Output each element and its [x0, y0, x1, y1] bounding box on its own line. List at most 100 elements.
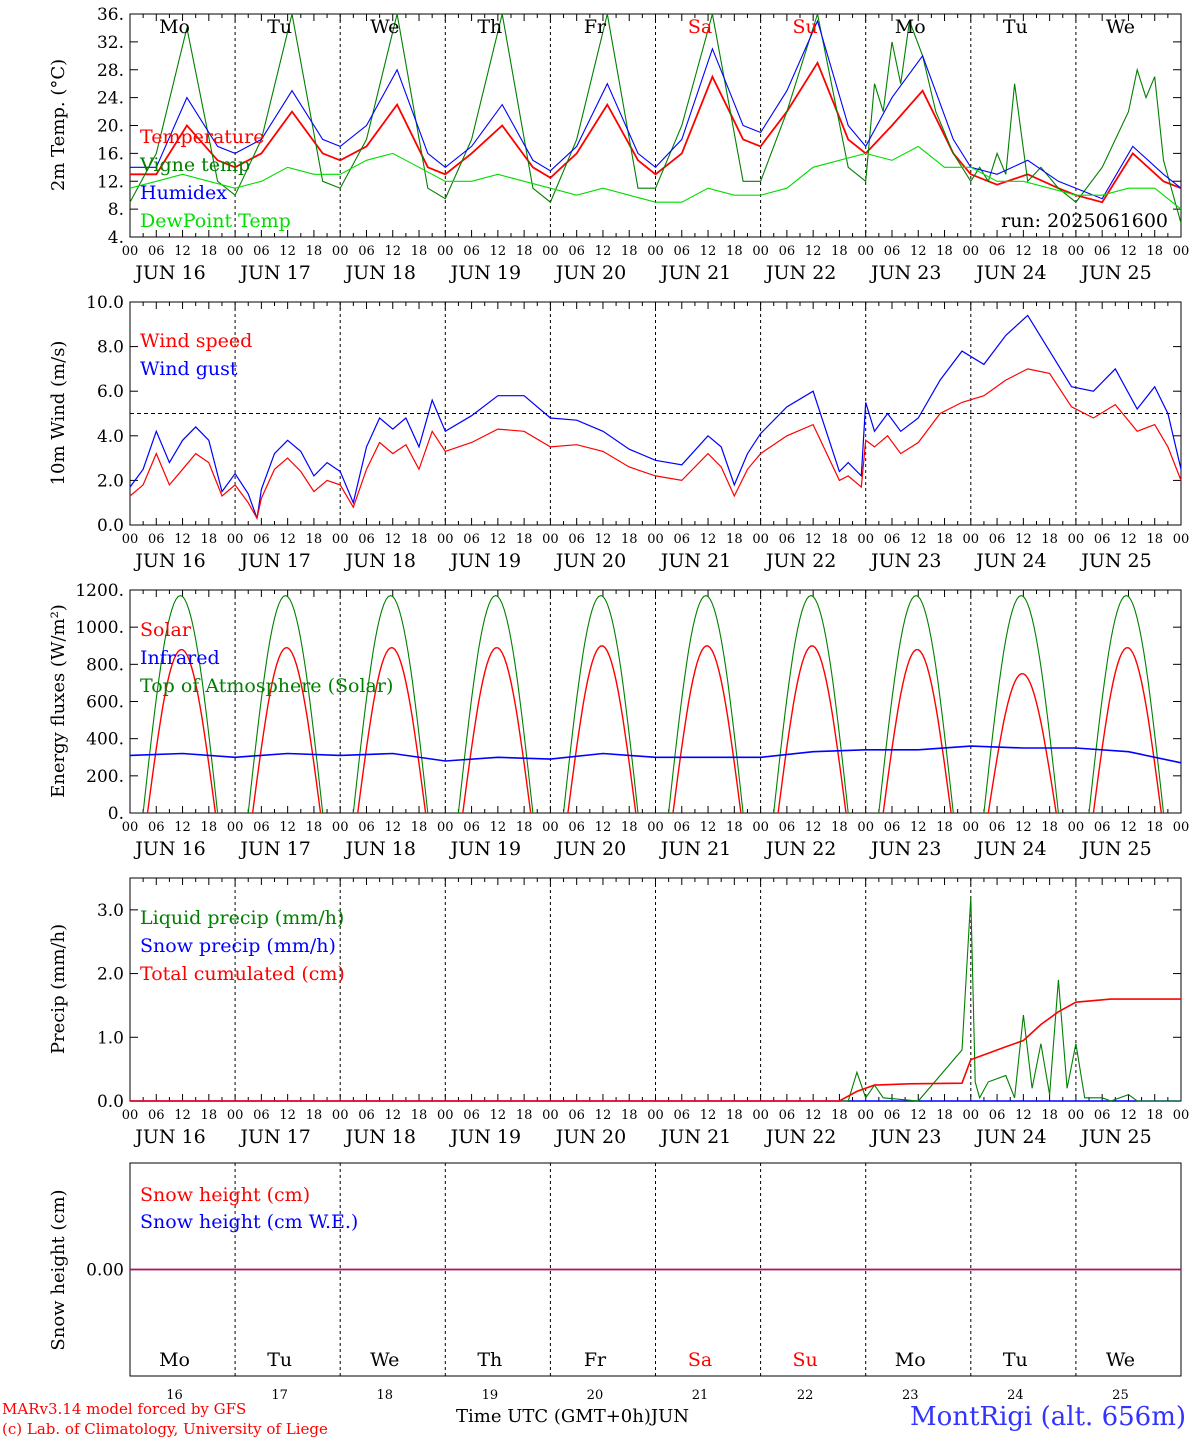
temp-weekday-label: Fr	[584, 16, 607, 38]
energy-date-label: JUN 25	[1079, 838, 1151, 860]
temp-series-line	[129, 145, 1182, 210]
precip-ytick-label: 0.0	[97, 1092, 124, 1112]
wind-hour-label: 00	[227, 532, 244, 547]
temp-hour-label: 00	[122, 244, 139, 259]
wind-hour-label: 12	[174, 532, 191, 547]
precip-hour-label: 12	[384, 1108, 401, 1123]
x-axis-title-text: Time UTC (GMT+0h)	[456, 1406, 651, 1427]
wind-hour-label: 12	[490, 532, 507, 547]
temp-hour-label: 06	[1094, 244, 1111, 259]
temp-hour-label: 06	[674, 244, 691, 259]
energy-hour-label: 12	[1120, 820, 1137, 835]
precip-hour-label: 12	[700, 1108, 717, 1123]
energy-hour-label: 12	[595, 820, 612, 835]
solar-curve	[1092, 647, 1162, 814]
precip-date-label: JUN 19	[449, 1126, 521, 1148]
precip-hour-label: 06	[463, 1108, 480, 1123]
temp-hour-label: 18	[1041, 244, 1058, 259]
temp-hour-label: 06	[358, 244, 375, 259]
temp-hour-label: 12	[174, 244, 191, 259]
wind-hour-label: 12	[595, 532, 612, 547]
precip-hour-label: 00	[227, 1108, 244, 1123]
temp-y-axis-label: 2m Temp. (°C)	[48, 59, 69, 191]
wind-legend-red: Wind speed	[140, 330, 252, 352]
temp-hour-label: 00	[437, 244, 454, 259]
lab-credit: (c) Lab. of Climatology, University of L…	[2, 1420, 328, 1438]
day-number-label: 22	[797, 1388, 814, 1403]
wind-date-label: JUN 25	[1079, 550, 1151, 572]
precip-hour-label: 18	[516, 1108, 533, 1123]
precip-legend-red: Total cumulated (cm)	[140, 963, 345, 985]
precip-hour-label: 18	[306, 1108, 323, 1123]
run-label: run: 2025061600	[1001, 210, 1168, 232]
solar-curve	[672, 645, 742, 814]
temp-ytick-label: 28.	[97, 61, 124, 81]
precip-hour-label: 18	[411, 1108, 428, 1123]
energy-hour-label: 12	[1015, 820, 1032, 835]
energy-hour-label: 18	[516, 820, 533, 835]
energy-hour-label: 06	[463, 820, 480, 835]
energy-legend-red: Solar	[140, 619, 192, 641]
temp-legend-blue: Humidex	[140, 182, 227, 204]
wind-hour-label: 18	[201, 532, 218, 547]
wind-hour-label: 12	[805, 532, 822, 547]
temp-hour-label: 00	[752, 244, 769, 259]
x-axis-title: Time UTC (GMT+0h)JUN	[456, 1406, 689, 1427]
wind-hour-label: 18	[411, 532, 428, 547]
temp-hour-label: 06	[568, 244, 585, 259]
energy-hour-label: 06	[1094, 820, 1111, 835]
day-number-label: 20	[587, 1388, 604, 1403]
snow-weekday-label: Su	[793, 1349, 818, 1371]
wind-ytick-label: 2.0	[97, 471, 124, 491]
energy-date-label: JUN 16	[133, 838, 205, 860]
day-number-label: 24	[1007, 1388, 1024, 1403]
energy-panel: 1200. 1000. 800. 600. 400. 200. 0. Energy fluxe…	[48, 581, 1189, 860]
precip-hour-label: 00	[752, 1108, 769, 1123]
snow-weekday-label: Sa	[688, 1349, 712, 1371]
day-number-label: 17	[271, 1388, 288, 1403]
precip-hour-label: 00	[542, 1108, 559, 1123]
energy-hour-label: 00	[122, 820, 139, 835]
infrared-curve	[129, 745, 1182, 764]
toa-solar-curve	[878, 595, 954, 814]
temp-hour-label: 00	[227, 244, 244, 259]
temp-hour-label: 00	[1173, 244, 1190, 259]
energy-ytick-label: 0.	[108, 804, 124, 824]
energy-hour-label: 12	[910, 820, 927, 835]
day-number-label: 18	[376, 1388, 393, 1403]
temp-weekday-label: Th	[477, 16, 502, 38]
precip-hour-label: 00	[857, 1108, 874, 1123]
wind-hour-label: 06	[884, 532, 901, 547]
energy-hour-label: 12	[279, 820, 296, 835]
temp-weekday-label: Sa	[688, 16, 712, 38]
precip-hour-label: 18	[201, 1108, 218, 1123]
temp-date-label: JUN 20	[554, 262, 626, 284]
snow-weekday-label: We	[1106, 1349, 1135, 1371]
precip-ytick-label: 1.0	[97, 1028, 124, 1048]
toa-solar-curve	[668, 595, 744, 814]
temp-weekday-label: We	[370, 16, 399, 38]
toa-solar-curve	[1088, 595, 1165, 814]
precip-hour-label: 18	[1146, 1108, 1163, 1123]
solar-curve	[357, 647, 427, 814]
energy-hour-label: 06	[884, 820, 901, 835]
wind-hour-label: 06	[568, 532, 585, 547]
precip-date-label: JUN 25	[1079, 1126, 1151, 1148]
wind-date-label: JUN 21	[659, 550, 731, 572]
wind-hour-label: 00	[542, 532, 559, 547]
precip-panel: 3.0 2.0 1.0 0.0 Precip (mm/h) 00 06 12 18 JUN 16 0…	[48, 877, 1189, 1148]
wind-panel: 10.0 8.0 6.0 4.0 2.0 0.0 10m Wind (m/s) 00 06 12 1…	[48, 293, 1189, 572]
precip-hour-label: 12	[910, 1108, 927, 1123]
solar-curve	[987, 673, 1057, 814]
wind-series-line	[129, 368, 1182, 520]
temp-hour-label: 00	[647, 244, 664, 259]
energy-legend-darkgreen: Top of Atmosphere (Solar)	[140, 675, 393, 697]
wind-hour-label: 06	[358, 532, 375, 547]
liquid-precip-line	[130, 897, 1181, 1102]
wind-date-label: JUN 18	[344, 550, 416, 572]
day-number-label: 16	[166, 1388, 183, 1403]
wind-hour-label: 06	[253, 532, 270, 547]
wind-hour-label: 06	[989, 532, 1006, 547]
precip-hour-label: 12	[595, 1108, 612, 1123]
energy-hour-label: 12	[805, 820, 822, 835]
